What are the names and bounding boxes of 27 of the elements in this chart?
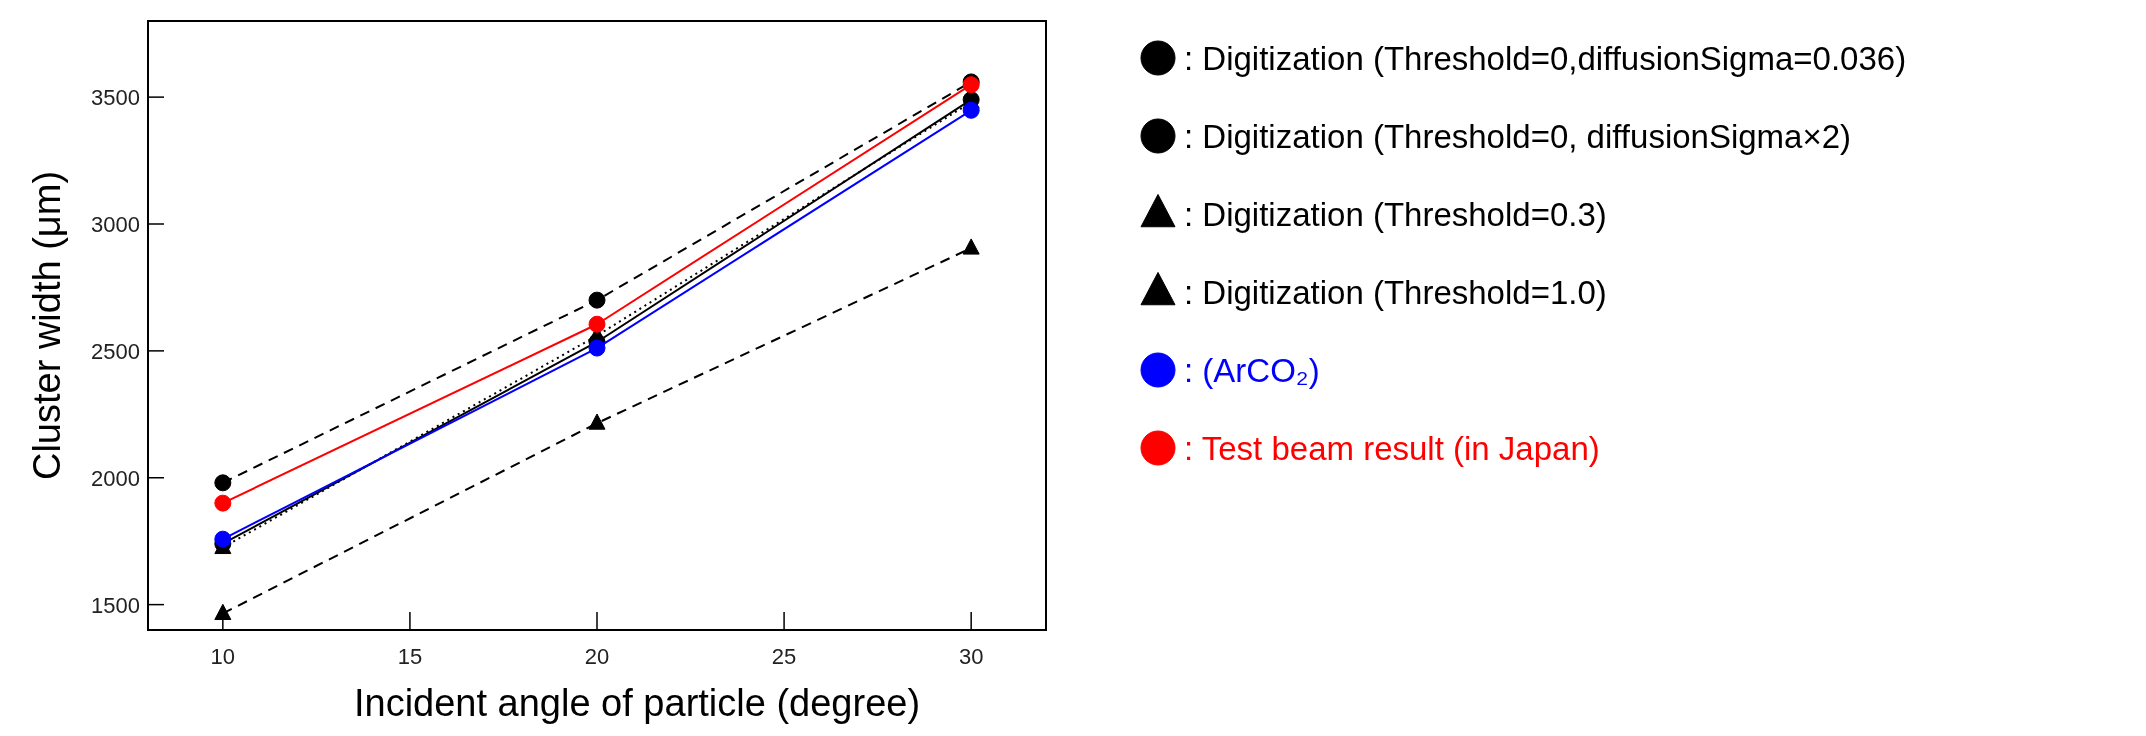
legend-label: : Test beam result (in Japan) — [1184, 430, 1600, 467]
y-tick-label: 2000 — [91, 465, 140, 491]
x-tick-label: 10 — [210, 644, 236, 669]
x-tick-label: 15 — [397, 644, 423, 669]
point — [588, 291, 606, 309]
point — [588, 339, 606, 357]
legend-label: : Digitization (Threshold=0.3) — [1184, 196, 1607, 233]
point — [962, 238, 980, 255]
point — [214, 603, 232, 621]
y-tick-label: 2500 — [91, 338, 140, 364]
legend-label: : Digitization (Threshold=0, diffusionSigma×2) — [1184, 118, 1852, 155]
x-tick-label: 25 — [771, 644, 797, 669]
x-tick-label: 20 — [584, 644, 610, 669]
point — [962, 101, 980, 119]
y-tick-label: 3000 — [91, 212, 140, 237]
x-axis-title: Incident angle of particle (degree) — [353, 682, 921, 724]
legend-label: : Digitization (Threshold=1.0) — [1184, 274, 1607, 311]
legend-label: : Digitization (Threshold=0,diffusionSigma=0.036) — [1184, 40, 1907, 77]
legend-label: : (ArCO₂) — [1184, 352, 1320, 389]
point — [214, 494, 232, 512]
point — [588, 413, 606, 430]
y-tick-label: 1500 — [91, 592, 140, 618]
point — [214, 530, 232, 548]
x-tick-label: 30 — [958, 644, 984, 669]
y-tick-label: 3500 — [91, 85, 140, 111]
y-axis-title: Cluster width (μm) — [26, 170, 68, 481]
point — [214, 474, 232, 492]
